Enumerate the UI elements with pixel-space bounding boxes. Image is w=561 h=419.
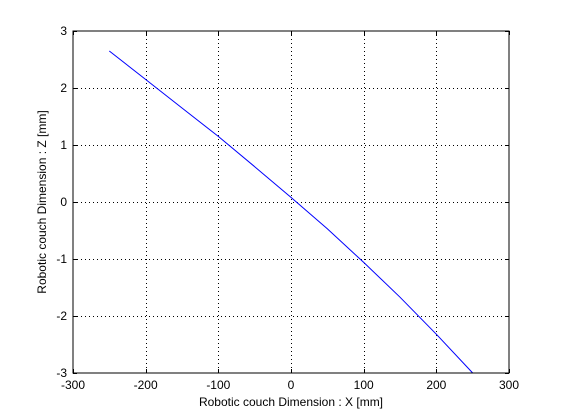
- series-line: [108, 50, 474, 374]
- x-tick-label: 200: [426, 378, 446, 392]
- y-tick-label: 2: [60, 81, 67, 95]
- y-tick-label: -3: [56, 366, 67, 380]
- plot-area: [73, 31, 509, 373]
- x-tick-label: 300: [499, 378, 519, 392]
- y-tick-labels: -3 -2 -1 0 1 2 3: [56, 24, 67, 380]
- y-tick-label: 1: [60, 138, 67, 152]
- x-tick-labels: -300 -200 -100 0 100 200 300: [61, 378, 519, 392]
- grid-lines: [73, 31, 509, 373]
- x-tick-label: 0: [288, 378, 295, 392]
- x-tick-label: 100: [354, 378, 374, 392]
- y-tick-label: 0: [60, 195, 67, 209]
- x-tick-label: -200: [134, 378, 158, 392]
- y-axis-label: Robotic couch Dimension : Z [mm]: [35, 110, 49, 293]
- y-tick-label: 3: [60, 24, 67, 38]
- data-series: [108, 50, 474, 374]
- axis-ticks: [73, 31, 510, 374]
- x-tick-label: -300: [61, 378, 85, 392]
- y-tick-label: -2: [56, 309, 67, 323]
- x-tick-label: -100: [206, 378, 230, 392]
- x-axis-label: Robotic couch Dimension : X [mm]: [199, 395, 383, 409]
- y-tick-label: -1: [56, 252, 67, 266]
